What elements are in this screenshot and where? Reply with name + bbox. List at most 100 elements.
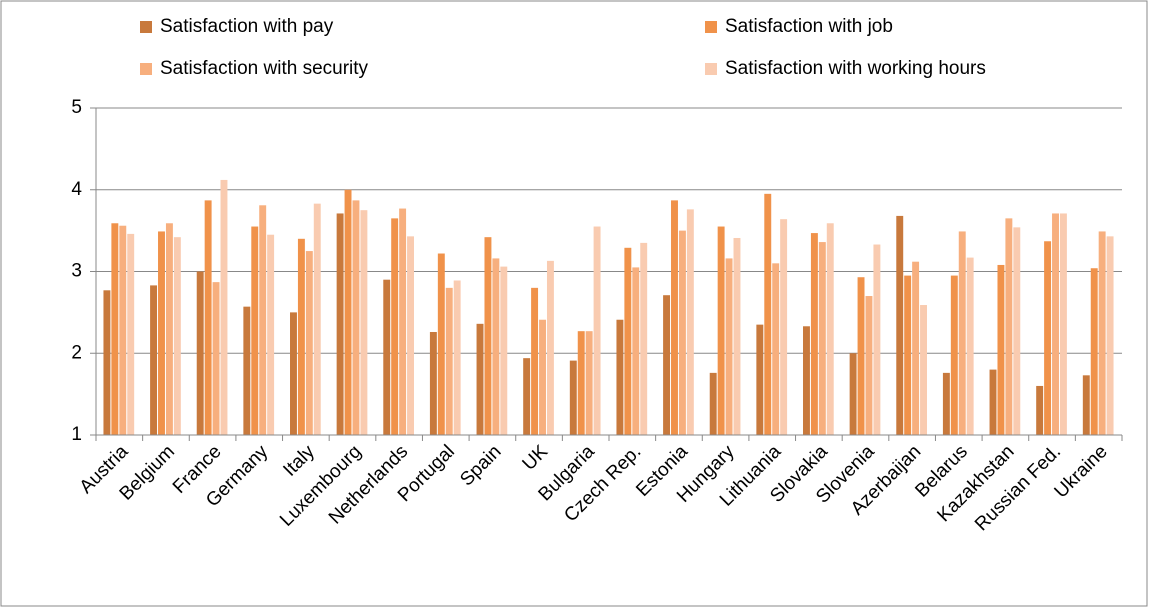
bar: [158, 231, 165, 435]
bar: [640, 242, 648, 435]
bar: [173, 237, 181, 435]
bar: [259, 205, 267, 435]
bar: [523, 358, 531, 435]
legend-label: Satisfaction with working hours: [725, 58, 986, 79]
bar: [336, 213, 344, 435]
bar: [165, 223, 173, 435]
bar: [686, 209, 694, 435]
bar: [826, 223, 834, 435]
bar: [585, 331, 593, 435]
bar: [290, 312, 297, 435]
bar: [966, 257, 974, 435]
bar: [725, 258, 733, 435]
bar: [297, 238, 305, 435]
bar: [857, 277, 865, 435]
bar: [267, 234, 275, 435]
bar: [1090, 268, 1098, 435]
legend-label: Satisfaction with job: [725, 16, 893, 37]
bar: [950, 275, 958, 435]
bar: [445, 287, 453, 435]
bar: [577, 331, 585, 435]
bar: [764, 193, 772, 435]
bar: [818, 242, 826, 435]
bar: [717, 226, 725, 435]
bar: [873, 244, 881, 435]
bar: [904, 275, 912, 435]
bar: [429, 331, 437, 435]
legend-swatch: [705, 21, 717, 33]
y-tick-label: 3: [71, 261, 82, 282]
bar: [958, 231, 966, 435]
bar: [220, 179, 228, 435]
bar: [678, 230, 686, 435]
bar: [803, 326, 810, 435]
x-tick-label: UK: [519, 441, 553, 475]
bar: [810, 233, 818, 435]
bar: [360, 210, 368, 435]
bar: [1013, 227, 1021, 435]
bar: [500, 266, 508, 435]
bar: [407, 236, 414, 435]
y-tick-label: 5: [71, 97, 82, 118]
bar: [772, 263, 780, 435]
legend-swatch: [140, 21, 152, 33]
bar: [546, 260, 554, 435]
bar: [1005, 218, 1013, 435]
bar: [391, 218, 399, 435]
x-tick-label: Ukraine: [1051, 441, 1112, 502]
bar: [896, 215, 904, 435]
bar: [243, 306, 251, 435]
y-tick-label: 1: [71, 424, 82, 445]
bar: [150, 285, 158, 435]
bar: [1098, 231, 1106, 435]
bar: [383, 279, 391, 435]
legend-label: Satisfaction with security: [160, 58, 369, 79]
bar: [756, 324, 764, 435]
bar: [484, 237, 492, 435]
bar: [196, 271, 204, 435]
bar: [663, 295, 671, 435]
bar: [989, 369, 997, 435]
bar: [313, 203, 321, 435]
legend-swatch: [140, 63, 152, 75]
bar: [251, 226, 259, 435]
legend-swatch: [705, 63, 717, 75]
bar: [539, 319, 546, 435]
bar: [709, 372, 717, 435]
bar: [344, 189, 352, 435]
bar: [1106, 236, 1114, 435]
bar: [119, 225, 127, 435]
bar: [569, 360, 577, 435]
bar: [492, 258, 500, 435]
bar: [453, 280, 461, 435]
bar: [849, 353, 857, 435]
x-tick-label: Italy: [279, 441, 319, 481]
bar: [997, 264, 1005, 435]
bar: [616, 319, 624, 435]
bar: [865, 296, 873, 435]
bar: [942, 372, 950, 435]
bar: [305, 251, 313, 435]
bar: [204, 200, 212, 435]
bar: [1059, 213, 1067, 435]
bar: [1044, 241, 1052, 435]
y-tick-label: 2: [71, 342, 82, 363]
bar: [103, 290, 111, 435]
bar: [1082, 375, 1090, 435]
bar: [1052, 213, 1059, 435]
legend-label: Satisfaction with pay: [160, 16, 334, 37]
bar: [733, 237, 741, 435]
bar: [531, 287, 539, 435]
bar: [780, 219, 788, 435]
bar: [593, 226, 601, 435]
bar: [624, 247, 632, 435]
bar: [437, 253, 445, 435]
bar: [352, 200, 360, 435]
bar: [111, 223, 119, 435]
y-tick-label: 4: [71, 179, 82, 200]
bar: [127, 233, 135, 435]
bar: [920, 305, 927, 435]
bar: [212, 282, 220, 435]
